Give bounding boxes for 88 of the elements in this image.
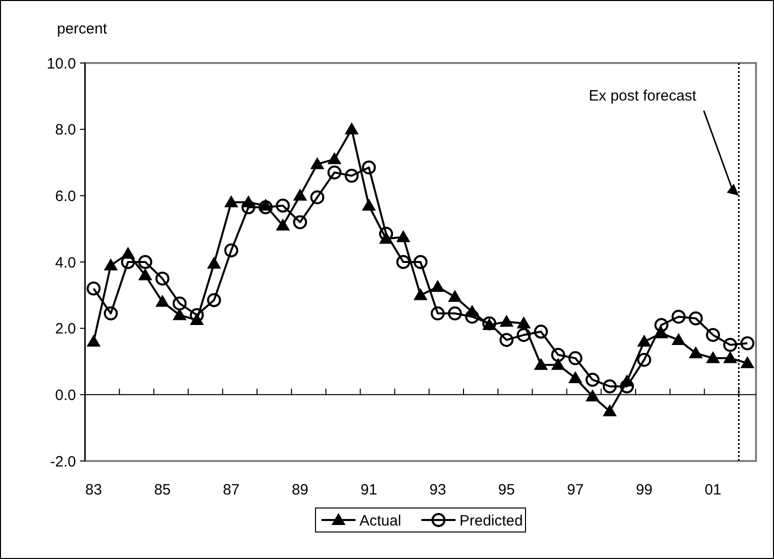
point [293,215,308,230]
legend-label: Predicted [460,512,523,530]
point [516,328,531,342]
point [620,379,634,394]
x-tick-label: 01 [704,481,722,498]
annotation: Ex post forecast [588,88,698,105]
point [241,200,256,214]
point [654,318,668,332]
x-tick-label: 97 [567,481,584,498]
point [310,157,324,170]
y-tick-label: -2.0 [50,453,76,470]
point [207,293,222,308]
legend-label: Actual [360,512,402,530]
x-tick-label: 89 [292,481,308,498]
point [104,258,118,270]
point [672,310,686,324]
point [138,255,152,269]
y-tick-label: 2.0 [55,320,76,338]
point [258,200,273,214]
point [706,328,720,342]
point [86,334,101,347]
y-tick-label: 4.0 [55,254,76,272]
point [448,290,462,302]
point [688,311,703,326]
y-tick-label: 10.0 [46,55,76,72]
point [602,379,617,394]
point [500,332,514,347]
point [362,160,376,174]
point [637,352,652,367]
point [276,198,290,213]
point [293,188,308,201]
x-tick-label: 87 [222,481,240,498]
point [740,336,754,350]
point [155,294,170,307]
point [104,306,118,320]
point [430,306,445,320]
point [414,255,428,269]
y-axis-title: percent [57,20,108,38]
point [344,168,359,183]
point [551,358,566,370]
point [276,218,290,231]
point [396,230,410,242]
x-tick-label: 85 [154,481,171,498]
point [172,308,187,320]
y-tick-label: 8.0 [55,122,76,139]
point [430,280,445,292]
point [224,243,238,258]
x-tick-label: 95 [498,481,515,498]
x-tick-label: 91 [360,481,378,498]
point [500,314,514,327]
point [362,198,376,211]
point [706,351,720,364]
point [310,190,324,204]
point [672,332,686,345]
point [637,334,652,347]
point [740,356,754,368]
point [155,272,170,286]
point [224,195,238,208]
point [516,316,531,328]
point [688,346,703,358]
x-tick-label: 83 [85,481,102,498]
point [586,372,600,387]
point [327,165,342,180]
point [534,358,548,370]
y-tick-label: 6.0 [55,188,76,205]
point [723,338,738,352]
point [86,282,101,296]
x-tick-label: 93 [429,481,446,498]
point [551,348,566,362]
point [465,310,480,324]
point [172,296,187,310]
point [138,268,152,280]
point [723,351,738,364]
point [414,288,428,300]
point [568,351,582,366]
point [534,324,548,339]
point [190,308,204,322]
point [448,306,462,320]
x-tick-label: 99 [636,481,653,498]
point [327,152,342,164]
point [344,122,359,134]
y-tick-label: 0.0 [55,386,76,404]
point [568,371,582,384]
point [602,404,617,416]
point [379,226,394,241]
point [586,389,600,402]
point [396,255,410,269]
point [207,256,222,269]
